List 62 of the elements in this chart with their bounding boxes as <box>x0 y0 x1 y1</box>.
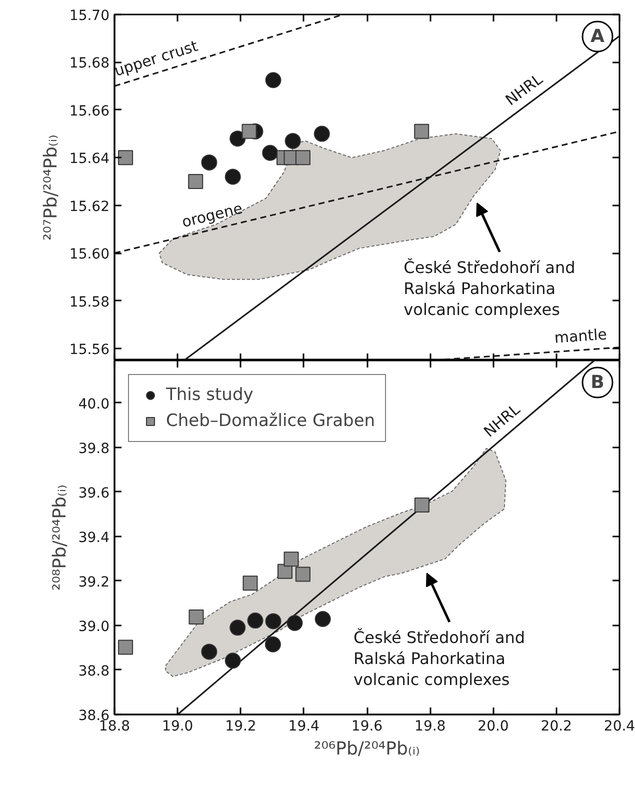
y-axis-title: ²⁰⁸Pb/²⁰⁴Pb₍ᵢ₎ <box>49 484 70 590</box>
point <box>188 174 204 190</box>
y-tick-label: 15.62 <box>69 198 110 215</box>
text: upper crust <box>112 36 200 80</box>
point <box>118 150 134 166</box>
point <box>230 620 246 636</box>
x-tick-label: 19.6 <box>351 718 383 734</box>
point <box>265 613 282 630</box>
y-tick-label: 38.8 <box>78 663 110 680</box>
point <box>265 72 282 88</box>
annotation: České Středohoří and Ralská Pahorkatina volcanic complexes <box>353 628 526 689</box>
point <box>314 611 331 627</box>
y-tick-label: 15.66 <box>69 103 110 120</box>
point <box>284 132 301 149</box>
point <box>224 168 241 185</box>
y-axis-title: ²⁰⁷Pb/²⁰⁴Pb₍ᵢ₎ <box>40 134 62 240</box>
x-tick-label: 19.0 <box>162 718 194 734</box>
annotation: B <box>590 372 604 393</box>
x-tick-label: 19.4 <box>288 718 320 734</box>
y-tick-label: 40.0 <box>78 396 110 412</box>
point <box>295 566 310 582</box>
y-tick-label: 15.58 <box>69 294 110 310</box>
y-tick-label: 15.68 <box>69 56 110 72</box>
point <box>201 644 218 660</box>
point <box>118 640 134 655</box>
point <box>242 576 258 591</box>
point <box>224 652 241 669</box>
x-tick-label: 20.4 <box>604 718 635 734</box>
point <box>262 144 278 161</box>
y-tick-label: 39.2 <box>78 574 110 590</box>
point <box>247 612 264 629</box>
y-tick-label: 15.56 <box>69 342 110 358</box>
series-label: mantle <box>554 325 608 347</box>
annotation: České Středohoří and Ralská Pahorkatina volcanic complexes <box>404 258 576 319</box>
x-tick-label: 19.2 <box>225 718 256 734</box>
y-tick-label: 39.4 <box>78 530 110 546</box>
legend-label: This study <box>166 385 254 405</box>
point <box>264 636 281 652</box>
point <box>314 126 330 142</box>
point <box>201 154 218 170</box>
y-tick-label: 39.0 <box>78 618 110 635</box>
annotation: A <box>590 26 605 47</box>
point <box>295 150 310 166</box>
y-tick-label: 15.60 <box>69 246 110 263</box>
point <box>230 130 246 147</box>
point <box>284 552 299 567</box>
point <box>277 564 292 579</box>
text: orogene <box>180 199 244 232</box>
point <box>414 497 430 512</box>
x-tick-label: 19.8 <box>414 718 446 734</box>
point <box>188 609 204 624</box>
point <box>286 615 303 631</box>
x-tick-label: 20.0 <box>478 718 509 734</box>
y-tick-label: 39.6 <box>78 485 110 502</box>
legend-label: Cheb–Domažlice Graben <box>166 411 376 431</box>
y-tick-label: 15.70 <box>69 8 110 24</box>
point <box>414 124 430 139</box>
point <box>242 124 257 139</box>
y-tick-label: 15.64 <box>69 151 110 168</box>
y-tick-label: 39.8 <box>78 440 110 457</box>
x-axis-title: ²⁰⁶Pb/²⁰⁴Pb₍ᵢ₎ <box>314 738 420 760</box>
x-tick-label: 20.2 <box>540 718 572 734</box>
